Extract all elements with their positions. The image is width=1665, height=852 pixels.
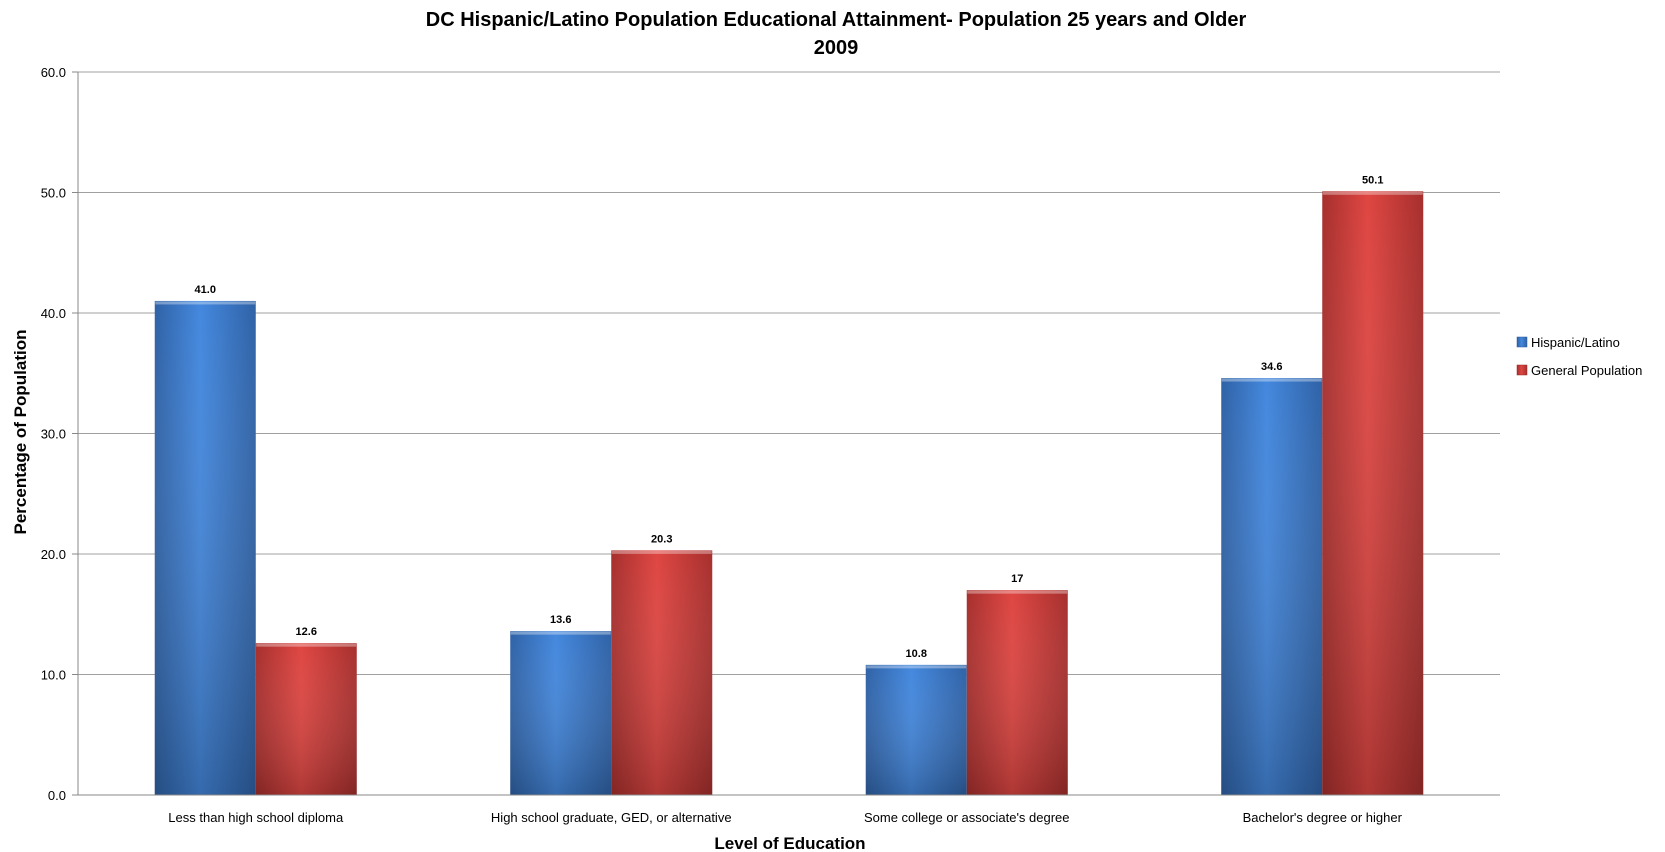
x-axis-categories: Less than high school diploma High school… (168, 810, 1402, 825)
y-tick-label: 60.0 (41, 65, 66, 80)
y-tick-label: 50.0 (41, 186, 66, 201)
legend-swatch-general-population (1516, 364, 1528, 376)
bar-shade (510, 631, 612, 795)
legend: Hispanic/Latino General Population (1516, 335, 1642, 378)
data-labels: 41.0 12.6 13.6 20.3 10.8 17 34.6 50.1 (195, 174, 1384, 660)
data-label-hispanic-latino: 10.8 (906, 648, 927, 660)
data-label-general-population: 17 (1011, 573, 1023, 585)
bars (154, 191, 1424, 796)
bar-highlight (256, 643, 357, 647)
data-label-general-population: 50.1 (1362, 174, 1383, 186)
x-category-label: Less than high school diploma (168, 810, 344, 825)
data-label-hispanic-latino: 34.6 (1261, 361, 1282, 373)
y-axis-title: Percentage of Population (11, 330, 30, 535)
legend-swatch-hispanic-latino (1516, 336, 1528, 348)
y-tick-label: 20.0 (41, 547, 66, 562)
bar-general-population (255, 643, 357, 795)
data-label-general-population: 12.6 (296, 626, 317, 638)
bar-shade (611, 550, 713, 795)
x-category-label: Bachelor's degree or higher (1243, 810, 1403, 825)
x-category-label: Some college or associate's degree (864, 810, 1070, 825)
bar-hispanic-latino (154, 300, 256, 795)
bar-shade (865, 664, 967, 795)
bar-hispanic-latino (510, 631, 612, 795)
legend-label-general-population: General Population (1531, 363, 1642, 378)
data-label-hispanic-latino: 41.0 (195, 284, 216, 296)
bar-hispanic-latino (865, 664, 967, 795)
bar-shade (154, 300, 256, 795)
y-tick-label: 40.0 (41, 306, 66, 321)
bar-shade (966, 590, 1068, 795)
x-axis-title: Level of Education (714, 834, 865, 852)
bar-general-population (1322, 191, 1424, 796)
legend-label-hispanic-latino: Hispanic/Latino (1531, 335, 1620, 350)
chart-title: DC Hispanic/Latino Population Educationa… (426, 9, 1247, 31)
y-tick-label: 30.0 (41, 427, 66, 442)
y-axis-ticks: 0.0 10.0 20.0 30.0 40.0 50.0 60.0 (41, 65, 66, 803)
bar-highlight (510, 631, 611, 635)
bar-highlight (155, 301, 256, 305)
x-category-label: High school graduate, GED, or alternativ… (491, 810, 732, 825)
bar-general-population (611, 550, 713, 795)
bar-highlight (611, 550, 712, 554)
y-tick-label: 0.0 (48, 788, 66, 803)
bar-hispanic-latino (1221, 378, 1323, 795)
chart-subtitle: 2009 (814, 37, 859, 59)
bar-highlight (866, 665, 967, 669)
bar-shade (1322, 191, 1424, 796)
bar-highlight (1322, 191, 1423, 195)
data-label-general-population: 20.3 (651, 533, 672, 545)
y-tick-label: 10.0 (41, 668, 66, 683)
bar-general-population (966, 590, 1068, 795)
bar-highlight (1221, 378, 1322, 382)
bar-highlight (967, 590, 1068, 594)
bar-shade (255, 643, 357, 795)
bar-shade (1221, 378, 1323, 795)
data-label-hispanic-latino: 13.6 (550, 614, 571, 626)
